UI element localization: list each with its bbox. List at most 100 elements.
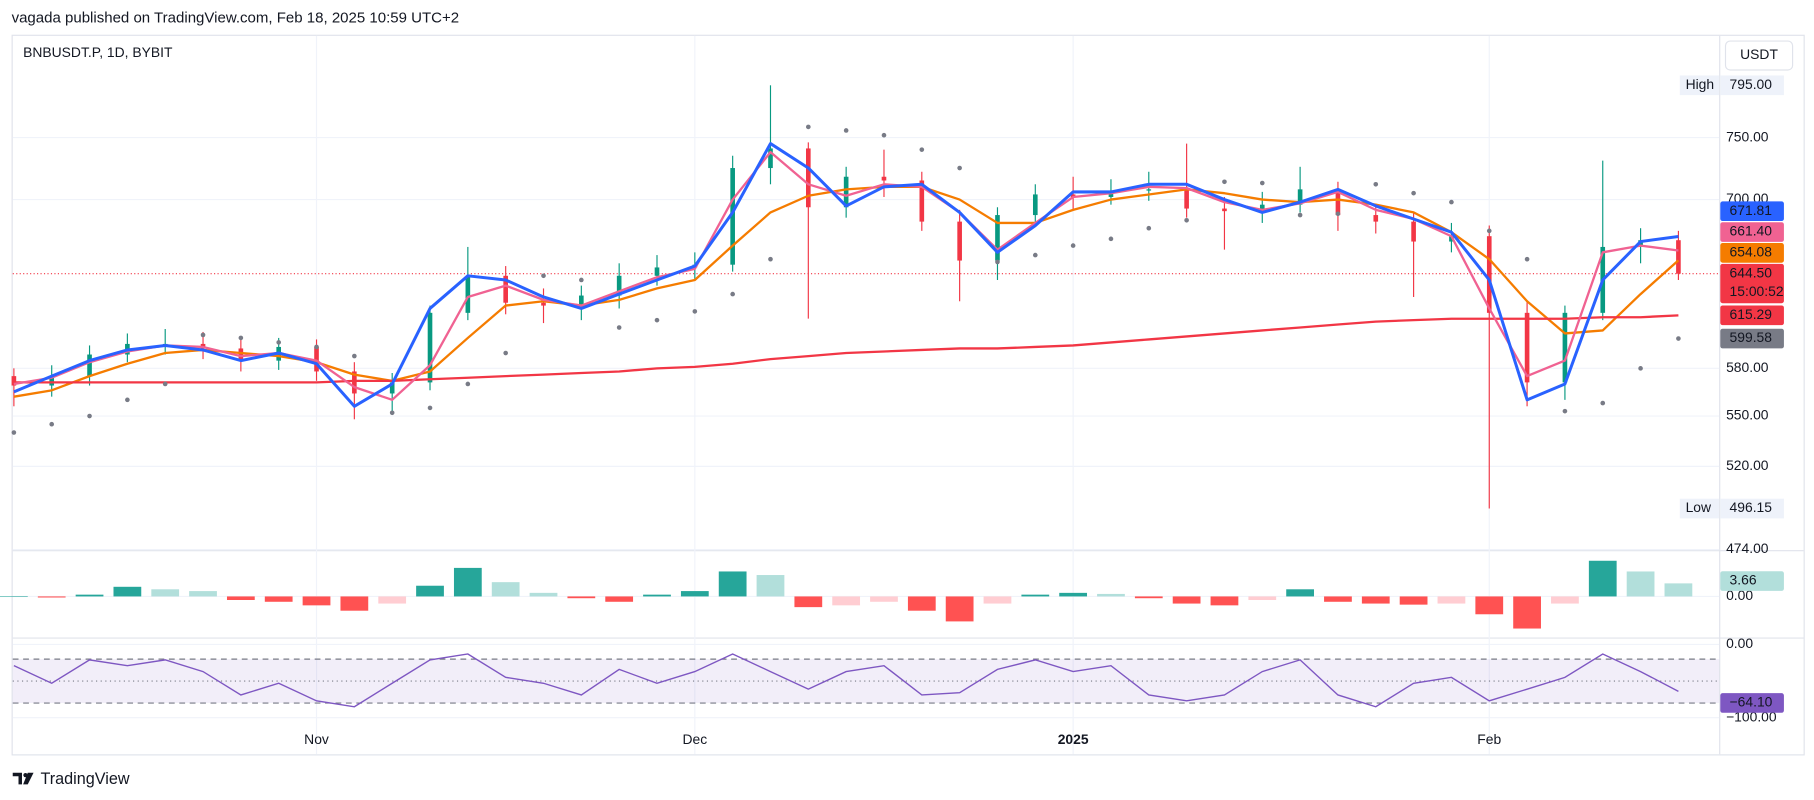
symbol-label: BNBUSDT.P, 1D, BYBIT xyxy=(23,44,173,60)
sar-dot xyxy=(465,381,471,387)
sar-dot xyxy=(1146,225,1152,231)
candle-body xyxy=(1524,312,1530,383)
sar-dot xyxy=(238,335,244,341)
sar-dot xyxy=(1562,408,1568,414)
y-tick-label: 550.00 xyxy=(1726,407,1769,423)
histogram-bar xyxy=(870,596,898,602)
brand-logo xyxy=(12,772,34,785)
histogram-bar xyxy=(1437,596,1466,604)
sar-dot xyxy=(1524,256,1530,262)
sar-dot xyxy=(616,325,622,330)
sar-dot xyxy=(730,291,735,297)
sar-dot xyxy=(1259,180,1265,186)
logo-mark xyxy=(12,772,22,785)
candle-body xyxy=(389,382,395,394)
histogram-bar xyxy=(37,596,66,598)
candle-body xyxy=(314,346,319,372)
histogram-bar xyxy=(1475,596,1504,615)
histogram-bar xyxy=(1664,583,1693,597)
price-badge-countdown: 15:00:52 xyxy=(1730,283,1784,299)
sar-dot xyxy=(579,277,584,283)
histogram-bar xyxy=(1626,571,1655,597)
histogram-bar xyxy=(567,596,596,599)
sar-dot xyxy=(768,256,773,262)
price-badge-bg xyxy=(1720,243,1784,263)
chart-frame xyxy=(11,34,1805,756)
sar-dot xyxy=(1297,212,1303,218)
price-badge: 661.40 xyxy=(1730,223,1773,239)
y-tick-label: 0.00 xyxy=(1726,635,1753,651)
sar-dot xyxy=(692,309,698,314)
histogram-bar xyxy=(1172,596,1201,604)
histogram-bar xyxy=(794,596,823,608)
candle-body xyxy=(1184,189,1189,209)
candle-body xyxy=(11,376,17,386)
currency-button[interactable] xyxy=(1724,40,1794,71)
candle-body xyxy=(1222,208,1227,212)
sar-dot xyxy=(843,128,849,133)
candle-body xyxy=(427,312,433,383)
candle-body xyxy=(957,221,962,261)
level-band xyxy=(12,659,1720,704)
price-badge-bg xyxy=(1720,305,1784,326)
histogram-bar xyxy=(189,591,217,597)
candle-body xyxy=(654,267,660,276)
candle-body xyxy=(616,275,622,296)
candle-body xyxy=(1146,189,1152,191)
candle-body xyxy=(1676,240,1681,274)
histogram-bar xyxy=(1134,596,1163,599)
histogram-bar xyxy=(680,591,709,597)
sar-dot xyxy=(1373,181,1379,187)
sar-dot xyxy=(503,350,508,356)
histogram-bar xyxy=(1551,596,1579,604)
sar-dot xyxy=(1411,190,1416,196)
sar-dot xyxy=(1335,211,1341,217)
histogram-bar xyxy=(75,594,104,597)
price-badge: 644.50 xyxy=(1730,264,1773,280)
histogram-bar xyxy=(832,596,861,606)
indicator-line xyxy=(13,185,1680,398)
histogram-bar xyxy=(1059,592,1088,597)
sar-dot xyxy=(1032,252,1038,258)
candle-body xyxy=(1335,189,1341,216)
candle-body xyxy=(238,348,244,361)
histogram-bar xyxy=(378,596,407,604)
y-tick-label: 580.00 xyxy=(1726,359,1769,375)
sar-dot xyxy=(352,353,357,359)
extreme-value-bg xyxy=(1720,498,1784,519)
extreme-value: 496.15 xyxy=(1730,499,1773,515)
indicator-line xyxy=(13,142,1679,408)
histogram-bar xyxy=(643,594,671,597)
extreme-value: 795.00 xyxy=(1730,76,1773,92)
candle-body xyxy=(579,295,584,306)
histogram-badge-bg xyxy=(1720,571,1784,591)
histogram-badge: 3.66 xyxy=(1730,572,1757,588)
x-tick-label: Dec xyxy=(682,731,707,747)
candle-body xyxy=(1411,221,1416,242)
sar-dot xyxy=(881,132,887,138)
y-tick-label: 520.00 xyxy=(1726,457,1769,473)
currency-label[interactable]: USDT xyxy=(1740,46,1778,62)
candle-body xyxy=(919,180,925,222)
sar-dot xyxy=(919,147,925,152)
histogram-bar xyxy=(302,596,331,606)
x-tick-label: Nov xyxy=(304,731,329,747)
sar-dot xyxy=(1184,217,1189,223)
x-tick-label: Feb xyxy=(1477,731,1501,747)
histogram-bar xyxy=(1513,596,1541,629)
histogram-bar xyxy=(756,575,785,597)
histogram-bar xyxy=(113,586,142,597)
candle-body xyxy=(995,215,1000,261)
histogram-bar xyxy=(945,596,974,622)
sar-dot xyxy=(1638,366,1643,371)
candle-body xyxy=(1259,204,1265,212)
candle-body xyxy=(465,275,471,313)
histogram-bar xyxy=(605,596,634,602)
sar-dot xyxy=(314,344,319,350)
plot-layer: Nov Dec 2025 Feb474.00520.00550.00580.00700… xyxy=(0,35,1784,755)
candle-body xyxy=(1486,236,1492,313)
sar-dot xyxy=(957,165,962,171)
price-badge: 654.08 xyxy=(1730,244,1773,260)
candle-body xyxy=(541,302,546,306)
